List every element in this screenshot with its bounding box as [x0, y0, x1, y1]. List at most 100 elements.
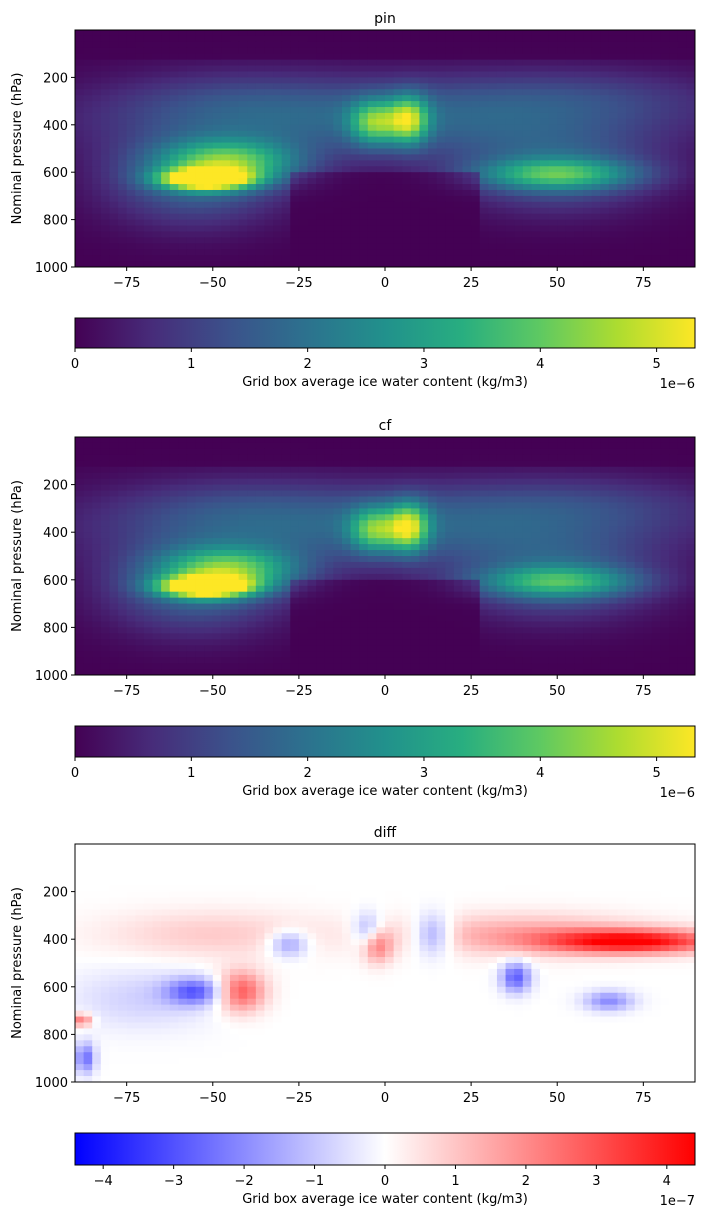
heatmap-cell [212, 107, 222, 114]
heatmap-cell [135, 261, 145, 268]
heatmap-cell [643, 478, 653, 486]
heatmap-cell [634, 472, 644, 480]
heatmap-cell [126, 95, 136, 102]
heatmap-cell [152, 101, 162, 108]
heatmap-cell [608, 255, 618, 262]
heatmap-cell [634, 59, 644, 67]
heatmap-cell [531, 520, 541, 527]
heatmap-cell [410, 118, 420, 126]
heatmap-cell [178, 184, 188, 191]
heatmap-cell [359, 47, 369, 55]
heatmap-cell [324, 484, 334, 492]
heatmap-cell [565, 166, 575, 173]
heatmap-cell [238, 172, 248, 179]
heatmap-cell [453, 442, 463, 450]
heatmap-cell [212, 490, 222, 497]
heatmap-cell [367, 118, 377, 126]
heatmap-cell [273, 532, 283, 539]
heatmap-cell [143, 561, 153, 569]
heatmap-cell [247, 65, 257, 72]
heatmap-cell [626, 130, 636, 138]
heatmap-cell [436, 573, 446, 581]
heatmap-cell [247, 148, 257, 155]
heatmap-cell [324, 237, 334, 244]
heatmap-cell [488, 526, 498, 533]
heatmap-cell [651, 154, 662, 161]
heatmap-cell [643, 255, 653, 262]
heatmap-cell [135, 107, 145, 114]
heatmap-cell [264, 502, 274, 509]
heatmap-cell [376, 514, 386, 521]
heatmap-cell [686, 83, 696, 90]
heatmap-cell [410, 514, 420, 521]
heatmap-cell [367, 47, 377, 55]
heatmap-cell [548, 160, 558, 167]
heatmap-cell [281, 532, 291, 539]
heatmap-cell [557, 231, 567, 238]
heatmap-cell [574, 591, 584, 599]
heatmap-cell [273, 579, 283, 587]
heatmap-cell [264, 195, 274, 203]
heatmap-cell [479, 112, 489, 120]
heatmap-cell [230, 89, 240, 96]
heatmap-cell [608, 585, 618, 593]
heatmap-cell [565, 520, 575, 527]
heatmap-cell [548, 83, 558, 90]
heatmap-cell [385, 573, 395, 581]
heatmap-cell [600, 478, 610, 486]
heatmap-cell [617, 112, 627, 120]
heatmap-cell [118, 591, 128, 599]
heatmap-cell [195, 490, 205, 497]
heatmap-cell [496, 573, 507, 581]
heatmap-cell [247, 47, 257, 55]
heatmap-cell [402, 437, 412, 444]
heatmap-cell [634, 184, 644, 191]
heatmap-cell [428, 41, 438, 49]
heatmap-cell [316, 502, 326, 509]
heatmap-cell [118, 243, 128, 250]
heatmap-cell [471, 490, 481, 497]
heatmap-cell [307, 77, 317, 84]
heatmap-cell [350, 597, 360, 605]
heatmap-cell [626, 237, 636, 244]
heatmap-cell [514, 544, 524, 551]
heatmap-cell [186, 35, 197, 43]
heatmap-cell [238, 41, 248, 49]
heatmap-cell [195, 83, 205, 90]
heatmap-cell [290, 112, 300, 120]
heatmap-cell [264, 243, 274, 250]
heatmap-cell [126, 573, 136, 581]
heatmap-cell [376, 532, 386, 539]
heatmap-cell [643, 35, 653, 43]
heatmap-cell [152, 231, 162, 238]
heatmap-cell [212, 561, 222, 569]
heatmap-cell [436, 112, 446, 120]
heatmap-cell [548, 47, 558, 55]
heatmap-cell [178, 89, 188, 96]
heatmap-cell [540, 520, 550, 527]
heatmap-cell [419, 573, 429, 581]
heatmap-cell [557, 454, 567, 462]
heatmap-cell [109, 591, 119, 599]
heatmap-cell [83, 172, 93, 179]
heatmap-cell [540, 579, 550, 587]
heatmap-cell [436, 532, 446, 539]
heatmap-cell [445, 442, 455, 450]
heatmap-cell [686, 243, 696, 250]
heatmap-cell [471, 243, 481, 250]
heatmap-cell [212, 437, 222, 444]
heatmap-cell [479, 243, 489, 250]
heatmap-cell [255, 603, 265, 611]
heatmap-cell [660, 532, 670, 539]
heatmap-cell [540, 148, 550, 155]
heatmap-cell [462, 107, 472, 114]
heatmap-cell [238, 30, 248, 37]
heatmap-cell [100, 65, 110, 72]
heatmap-cell [600, 195, 610, 203]
heatmap-cell [565, 579, 575, 587]
heatmap-cell [204, 237, 214, 244]
heatmap-cell [92, 550, 102, 557]
heatmap-cell [436, 178, 446, 185]
heatmap-cell [367, 89, 377, 96]
heatmap-cell [118, 101, 128, 108]
